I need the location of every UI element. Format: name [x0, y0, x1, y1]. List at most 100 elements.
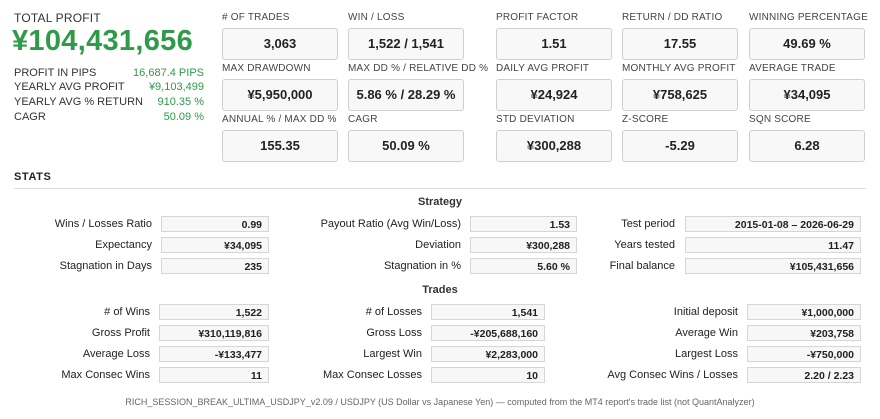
metric-value: ¥24,924: [496, 79, 612, 111]
stat-value: 235: [161, 258, 269, 274]
metric-card-sqn-score: SQN SCORE 6.28: [749, 113, 865, 162]
stat-row: Max Consec Losses: [0, 366, 422, 384]
stat-row: Years tested: [0, 236, 675, 254]
stat-value: 2015-01-08 – 2026-06-29: [685, 216, 861, 232]
metric-card-max-dd-relative-dd: MAX DD % / RELATIVE DD % 5.86 % / 28.29 …: [348, 62, 489, 111]
summary-row-cagr: CAGR 50.09 %: [14, 111, 204, 124]
metric-value: 155.35: [222, 130, 338, 162]
summary-row-yearly-avg-profit: YEARLY AVG PROFIT ¥9,103,499: [14, 81, 204, 94]
stat-label: Final balance: [609, 260, 675, 272]
metric-value: 1,522 / 1,541: [348, 28, 464, 60]
stat-label: Max Consec Losses: [322, 369, 422, 381]
metric-label: RETURN / DD RATIO: [622, 12, 723, 23]
stat-label: Average Win: [675, 327, 738, 339]
stat-row: Average Loss: [0, 345, 150, 363]
metric-label: SQN SCORE: [749, 114, 811, 125]
metric-label: ANNUAL % / MAX DD %: [222, 114, 337, 125]
stat-row: Stagnation in %: [0, 257, 461, 275]
metric-card-max-drawdown: MAX DRAWDOWN ¥5,950,000: [222, 62, 338, 111]
metric-value: 1.51: [496, 28, 612, 60]
stat-row: Initial deposit: [0, 303, 738, 321]
strategy-section-title: Strategy: [417, 196, 463, 208]
metric-label: DAILY AVG PROFIT: [496, 63, 590, 74]
stats-heading: STATS: [14, 171, 52, 183]
stat-label: Stagnation in %: [383, 260, 461, 272]
metric-label: MONTHLY AVG PROFIT: [622, 63, 736, 74]
stat-value: 2.20 / 2.23: [747, 367, 861, 383]
stat-value: -¥133,477: [159, 346, 269, 362]
stat-row: Gross Profit: [0, 324, 150, 342]
stat-row: Max Consec Wins: [0, 366, 150, 384]
stat-row: Payout Ratio (Avg Win/Loss): [0, 215, 461, 233]
metric-card-cagr: CAGR 50.09 %: [348, 113, 464, 162]
stat-row: Final balance: [0, 257, 675, 275]
metric-value: 3,063: [222, 28, 338, 60]
metric-value: 6.28: [749, 130, 865, 162]
metric-value: -5.29: [622, 130, 738, 162]
metric-card-annual-max-dd: ANNUAL % / MAX DD % 155.35: [222, 113, 338, 162]
stat-value: 11.47: [685, 237, 861, 253]
report-footnote: RICH_SESSION_BREAK_ULTIMA_USDJPY_v2.09 /…: [125, 397, 755, 407]
stat-label: Test period: [621, 218, 675, 230]
stat-row: Gross Loss: [0, 324, 422, 342]
metric-card-winning-percentage: WINNING PERCENTAGE 49.69 %: [749, 11, 868, 60]
stat-value: ¥105,431,656: [685, 258, 861, 274]
stat-row: Average Win: [0, 324, 738, 342]
stat-row: Deviation: [0, 236, 461, 254]
stat-label: Deviation: [415, 239, 461, 251]
stat-value: -¥205,688,160: [431, 325, 545, 341]
stat-value: 1,541: [431, 304, 545, 320]
summary-row-yearly-avg-return: YEARLY AVG % RETURN 910.35 %: [14, 96, 204, 109]
metric-label: # OF TRADES: [222, 12, 290, 23]
stat-label: Gross Loss: [366, 327, 422, 339]
stat-label: Max Consec Wins: [61, 369, 150, 381]
stat-value: 5.60 %: [470, 258, 577, 274]
metric-value: ¥758,625: [622, 79, 738, 111]
stat-label: Initial deposit: [673, 306, 738, 318]
stat-label: Stagnation in Days: [59, 260, 152, 272]
stat-label: # of Wins: [104, 306, 150, 318]
stat-label: Avg Consec Wins / Losses: [607, 369, 738, 381]
metric-card-win-loss: WIN / LOSS 1,522 / 1,541: [348, 11, 464, 60]
summary-value: 50.09 %: [163, 111, 204, 123]
stat-value: 11: [159, 367, 269, 383]
stat-value: ¥2,283,000: [431, 346, 545, 362]
stat-label: Expectancy: [95, 239, 152, 251]
total-profit-value: ¥104,431,656: [12, 25, 193, 57]
summary-label: PROFIT IN PIPS: [14, 67, 97, 79]
stat-label: Payout Ratio (Avg Win/Loss): [320, 218, 461, 230]
stat-row: Largest Win: [0, 345, 422, 363]
stat-row: Avg Consec Wins / Losses: [0, 366, 738, 384]
metric-value: 5.86 % / 28.29 %: [348, 79, 464, 111]
trades-section-title: Trades: [422, 284, 458, 296]
summary-value: 910.35 %: [157, 96, 204, 108]
stat-row: # of Losses: [0, 303, 422, 321]
metric-card-z-score: Z-SCORE -5.29: [622, 113, 738, 162]
summary-label: YEARLY AVG % RETURN: [14, 96, 143, 108]
stat-row: Largest Loss: [0, 345, 738, 363]
metric-label: CAGR: [348, 114, 378, 125]
metric-label: WINNING PERCENTAGE: [749, 12, 868, 23]
stat-row: Expectancy: [0, 236, 152, 254]
stat-value: 1.53: [470, 216, 577, 232]
metric-card-std-deviation: STD DEVIATION ¥300,288: [496, 113, 612, 162]
metric-value: ¥34,095: [749, 79, 865, 111]
stat-label: Average Loss: [82, 348, 150, 360]
stat-row: Wins / Losses Ratio: [0, 215, 152, 233]
stat-label: Gross Profit: [91, 327, 150, 339]
stat-row: Test period: [0, 215, 675, 233]
metric-value: ¥300,288: [496, 130, 612, 162]
stat-label: Largest Loss: [675, 348, 738, 360]
stat-label: Years tested: [614, 239, 675, 251]
stat-label: # of Losses: [365, 306, 422, 318]
metric-value: 50.09 %: [348, 130, 464, 162]
stat-label: Largest Win: [363, 348, 422, 360]
metric-label: MAX DD % / RELATIVE DD %: [348, 63, 489, 74]
stat-value: 0.99: [161, 216, 269, 232]
stat-value: ¥34,095: [161, 237, 269, 253]
metric-value: 49.69 %: [749, 28, 865, 60]
metric-label: MAX DRAWDOWN: [222, 63, 311, 74]
stat-row: Stagnation in Days: [0, 257, 152, 275]
metric-card-profit-factor: PROFIT FACTOR 1.51: [496, 11, 612, 60]
stat-label: Wins / Losses Ratio: [54, 218, 152, 230]
